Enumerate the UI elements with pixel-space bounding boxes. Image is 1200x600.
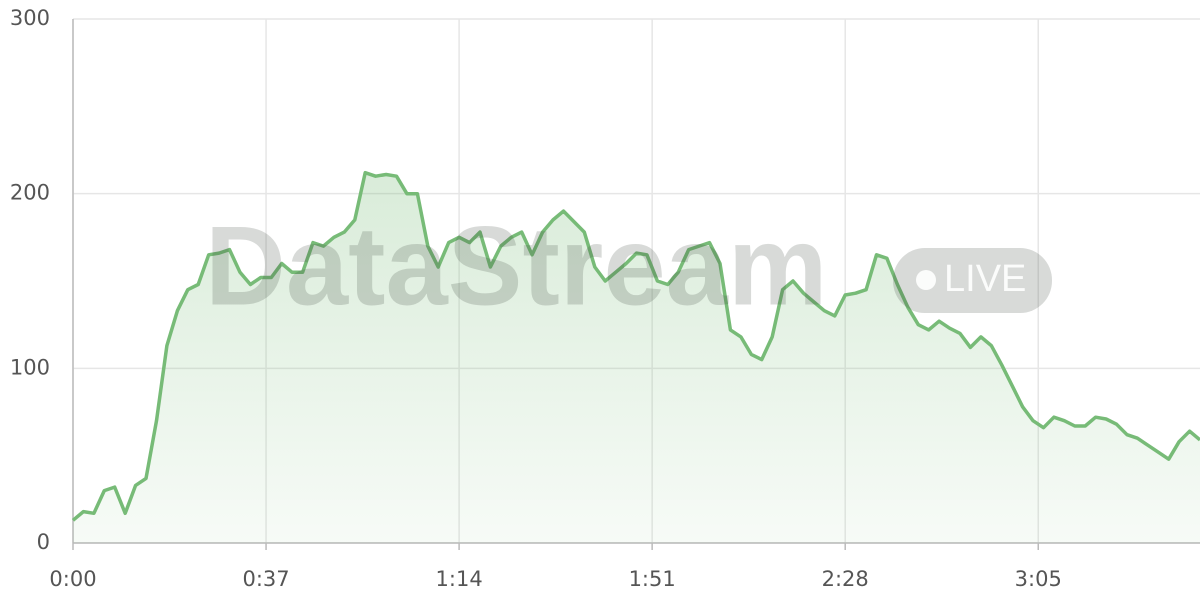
x-tick-label: 3:05: [1015, 567, 1062, 591]
x-tick-label: 1:51: [629, 567, 676, 591]
y-tick-label: 200: [10, 181, 50, 205]
live-badge: [893, 248, 1052, 313]
live-dot: [916, 270, 936, 290]
x-tick-label: 1:14: [436, 567, 483, 591]
y-tick-label: 0: [37, 530, 50, 554]
y-tick-label: 100: [10, 355, 50, 379]
live-label: LIVE: [944, 258, 1026, 300]
x-tick-label: 0:00: [49, 567, 96, 591]
x-tick-label: 0:37: [242, 567, 289, 591]
line: [71, 170, 1200, 522]
plot: [71, 170, 1200, 543]
area: [73, 172, 1200, 543]
x-tick-label: 2:28: [822, 567, 869, 591]
y-tick-label: 300: [10, 6, 50, 30]
labels: 0 100 200 300 0:00 0:37 1:14 1:51 2:28 3:05: [10, 6, 1062, 591]
watermark: DataStream: [205, 204, 828, 329]
